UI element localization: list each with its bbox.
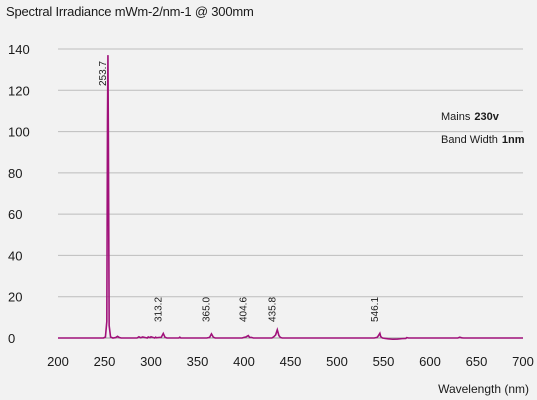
x-tick-label: 300: [140, 354, 162, 369]
y-tick-label: 100: [8, 125, 30, 140]
peak-label: 253.7: [98, 61, 109, 86]
chart-title: Spectral Irradiance mWm-2/nm-1 @ 300mm: [6, 4, 254, 19]
mains-value: 230v: [474, 111, 499, 123]
y-tick-label: 120: [8, 83, 30, 98]
x-tick-label: 650: [466, 354, 488, 369]
bandwidth-label: Band Width: [441, 134, 498, 146]
y-tick-label: 20: [8, 290, 22, 305]
bandwidth-info: Band Width 1nm: [441, 134, 525, 146]
peak-label: 404.6: [238, 297, 249, 322]
x-axis-ticks: 200 250 300 350 400 450 500 550 600 650 700: [47, 354, 534, 369]
y-tick-label: 140: [8, 42, 30, 57]
grid-lines: [58, 48, 523, 339]
y-axis-ticks: 0 20 40 60 80 100 120 140: [8, 42, 30, 346]
peak-label: 435.8: [267, 297, 278, 322]
x-tick-label: 500: [326, 354, 348, 369]
x-tick-label: 550: [373, 354, 395, 369]
x-tick-label: 700: [512, 354, 534, 369]
peak-labels: 253.7 313.2 365.0 404.6 435.8 546.1: [98, 61, 381, 322]
x-tick-label: 250: [94, 354, 116, 369]
y-tick-label: 40: [8, 248, 22, 263]
x-axis-label: Wavelength (nm): [438, 382, 529, 396]
y-tick-label: 60: [8, 207, 22, 222]
peak-label: 313.2: [153, 297, 164, 322]
y-tick-label: 0: [8, 331, 15, 346]
mains-info: Mains 230v: [441, 111, 499, 123]
y-tick-label: 80: [8, 166, 22, 181]
spectrum-line: [58, 55, 523, 341]
x-tick-label: 350: [187, 354, 209, 369]
x-tick-label: 200: [47, 354, 69, 369]
x-tick-label: 600: [419, 354, 441, 369]
bandwidth-value: 1nm: [501, 134, 525, 146]
mains-label: Mains: [441, 111, 471, 123]
peak-label: 365.0: [202, 297, 213, 322]
x-tick-label: 400: [233, 354, 255, 369]
peak-label: 546.1: [370, 297, 381, 322]
x-tick-label: 450: [280, 354, 302, 369]
